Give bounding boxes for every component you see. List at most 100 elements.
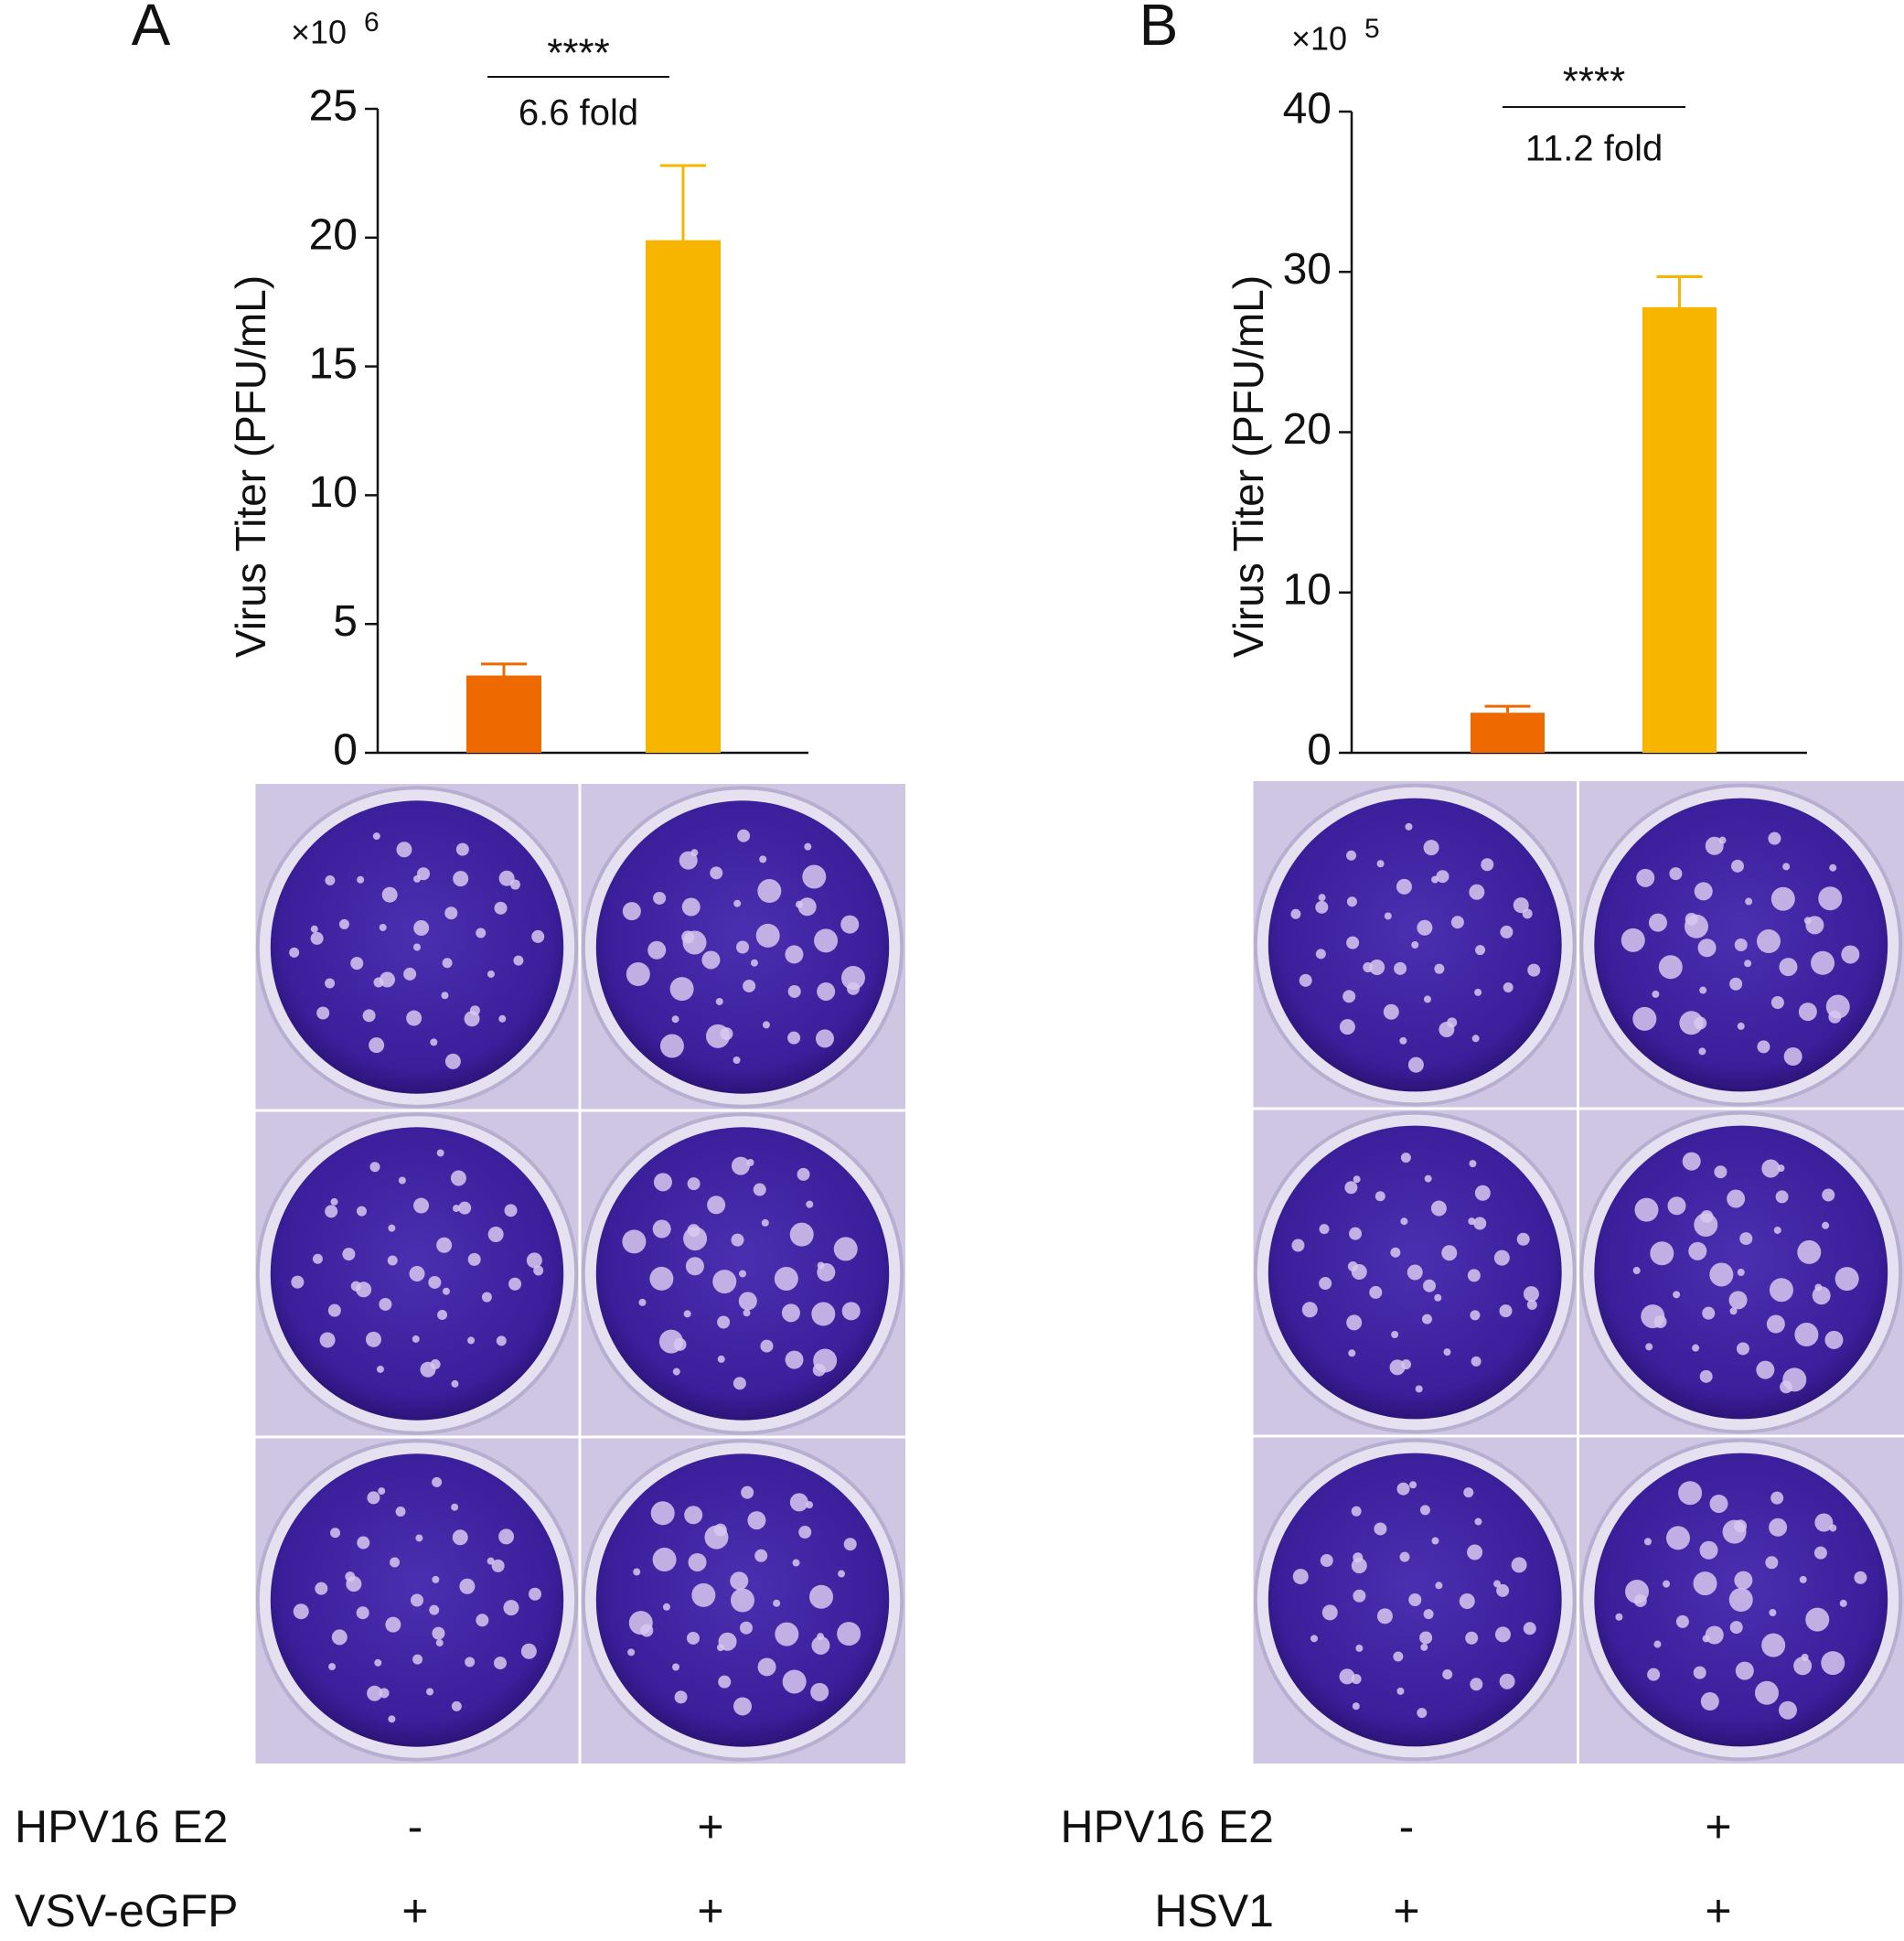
plaque	[1503, 981, 1514, 992]
plaque	[487, 1557, 495, 1565]
plaque	[1299, 973, 1312, 987]
plaque	[1615, 1613, 1623, 1621]
plaque	[1727, 1189, 1746, 1208]
plaque	[653, 891, 667, 905]
y-tick-label: 10	[309, 468, 358, 517]
significance-stars: ****	[1563, 59, 1626, 104]
plaque	[1459, 1592, 1475, 1609]
plaque	[481, 1292, 492, 1303]
plaque	[452, 1529, 468, 1546]
plaque	[465, 1657, 476, 1668]
y-tick-label: 10	[1283, 565, 1332, 614]
plaque	[1475, 945, 1486, 956]
plaque	[1420, 1643, 1428, 1651]
plaque	[1400, 1217, 1408, 1226]
plaque	[388, 1715, 396, 1723]
plaque	[1346, 936, 1360, 949]
plaque	[1634, 1197, 1659, 1222]
plaque	[1500, 925, 1514, 938]
plaque	[1346, 896, 1357, 907]
plaque	[1684, 914, 1708, 938]
plaque	[1434, 963, 1445, 974]
plaque	[1481, 858, 1494, 872]
plaque	[1699, 1540, 1718, 1560]
y-tick-label: 25	[309, 82, 358, 131]
plaque	[1737, 1269, 1745, 1276]
plaque	[1469, 884, 1485, 900]
plaque	[1301, 1302, 1318, 1318]
plaque	[1493, 1249, 1510, 1266]
plaque	[531, 929, 545, 943]
plaque	[1471, 1356, 1481, 1367]
plaque	[450, 1170, 466, 1186]
plaque	[330, 1197, 338, 1206]
y-tick-label: 20	[309, 210, 358, 259]
plaque	[731, 1156, 750, 1175]
plaque	[1675, 1614, 1689, 1628]
plaque	[633, 1568, 641, 1576]
plaque	[1766, 1314, 1785, 1334]
plaque	[395, 1506, 406, 1517]
plaque	[815, 1029, 834, 1048]
plaque	[1349, 1227, 1363, 1240]
plaque	[362, 1009, 376, 1023]
plaque	[650, 1501, 675, 1526]
plaque	[379, 1297, 392, 1311]
plaque	[1320, 1554, 1333, 1568]
plaque	[1669, 867, 1683, 881]
plaque	[1739, 1232, 1753, 1246]
plaque	[1694, 882, 1713, 901]
plaque	[316, 1006, 330, 1020]
plaque	[412, 1335, 420, 1343]
plaque	[428, 1275, 442, 1289]
plaque	[841, 1302, 861, 1321]
plaque	[638, 1298, 647, 1306]
plaque	[817, 1633, 825, 1641]
plaque	[1728, 1291, 1748, 1310]
plaque	[315, 1582, 328, 1595]
plaque	[1818, 886, 1843, 911]
plaque	[1346, 1314, 1363, 1331]
plaque	[1756, 1360, 1775, 1379]
plaque	[310, 931, 324, 945]
plaque	[1399, 1036, 1407, 1045]
axis-exponent: 6	[364, 7, 380, 38]
plaque	[720, 1027, 733, 1041]
plaque	[1473, 1217, 1487, 1230]
plaque	[1705, 836, 1724, 855]
condition-name: HPV16 E2	[1061, 1801, 1274, 1852]
plaque	[1632, 1267, 1641, 1275]
plaque	[1423, 840, 1439, 856]
plaque	[406, 1010, 423, 1026]
panel-label: A	[132, 0, 171, 58]
plaque	[798, 1526, 812, 1539]
plaque	[1384, 912, 1392, 920]
plaque	[1346, 850, 1357, 861]
plaque	[686, 1631, 700, 1645]
plaque	[1829, 863, 1837, 872]
plaque	[533, 1265, 544, 1276]
plaque	[444, 1053, 461, 1069]
plaque	[684, 1506, 703, 1525]
plaque	[1411, 941, 1419, 949]
plaque	[1735, 1661, 1754, 1680]
plaque	[398, 1176, 406, 1185]
plaque	[688, 1552, 707, 1571]
plaque	[1693, 1666, 1706, 1679]
plaque	[757, 1657, 776, 1677]
plaque	[687, 1177, 701, 1191]
plaque	[1417, 1708, 1428, 1719]
plaque	[1399, 1551, 1410, 1562]
plaque	[1775, 1190, 1789, 1204]
plaque	[1737, 1022, 1745, 1030]
plaque	[429, 1604, 440, 1615]
plaque	[731, 1588, 754, 1613]
plaque	[385, 1616, 401, 1633]
bar	[1471, 713, 1545, 753]
plaque	[356, 1606, 369, 1620]
plaque	[754, 1549, 768, 1562]
plaque	[1409, 1481, 1417, 1489]
plaque	[1652, 990, 1660, 998]
plaque	[435, 1639, 444, 1647]
plaque	[1423, 1279, 1437, 1292]
